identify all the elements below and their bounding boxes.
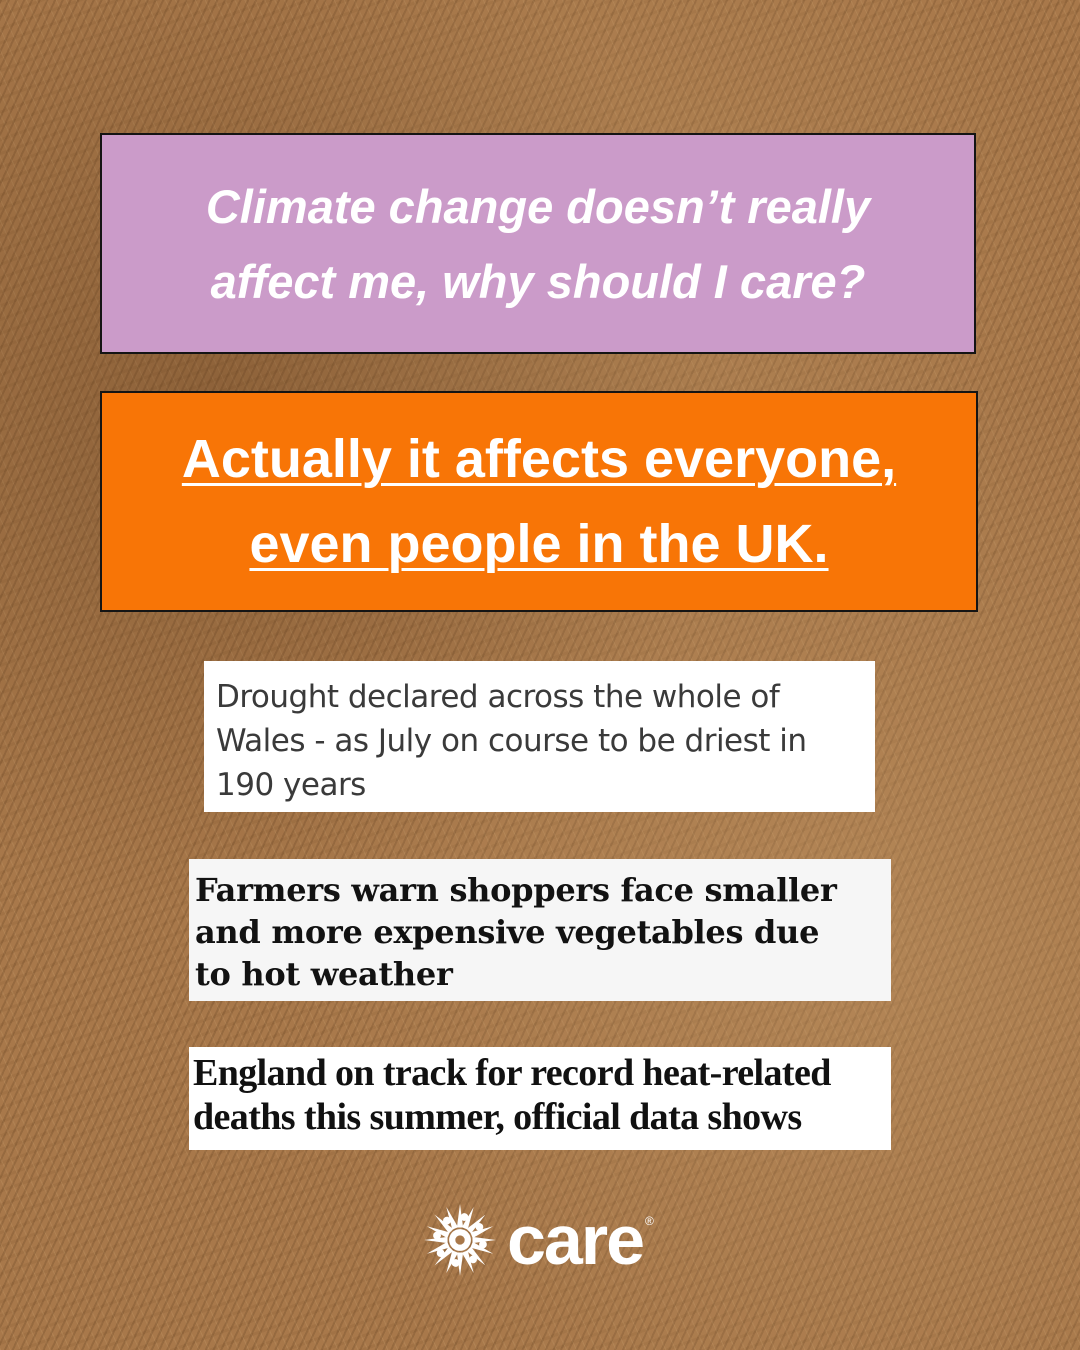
question-text: Climate change doesn’t really affect me,…	[206, 169, 870, 319]
headline-line: Farmers warn shoppers face smaller	[195, 871, 837, 909]
answer-line-2: even people in the UK.	[249, 513, 829, 574]
answer-line-1: Actually it affects everyone,	[181, 428, 897, 489]
headline-line: deaths this summer, official data shows	[193, 1096, 802, 1138]
headline-line: 190 years	[216, 767, 366, 803]
headline-line: and more expensive vegetables due	[195, 913, 820, 951]
headline-line: England on track for record heat-related	[193, 1052, 831, 1094]
question-line-2: affect me, why should I care?	[210, 254, 866, 308]
headline-line: to hot weather	[195, 955, 453, 993]
question-line-1: Climate change doesn’t really	[205, 179, 871, 233]
care-wordmark: care	[507, 1201, 645, 1279]
news-headline-vegetables: Farmers warn shoppers face smaller and m…	[189, 859, 891, 1001]
registered-mark: ®	[645, 1214, 654, 1228]
headline-line: Drought declared across the whole of	[216, 679, 780, 715]
news-headline-drought: Drought declared across the whole of Wal…	[204, 661, 875, 812]
answer-text: Actually it affects everyone, even peopl…	[182, 417, 896, 587]
care-starburst-icon	[424, 1204, 496, 1276]
answer-callout: Actually it affects everyone, even peopl…	[100, 391, 978, 612]
news-headline-heat-deaths: England on track for record heat-related…	[189, 1047, 891, 1150]
headline-line: Wales - as July on course to be driest i…	[216, 723, 807, 759]
care-logo: care ®	[421, 1200, 654, 1280]
question-callout: Climate change doesn’t really affect me,…	[100, 133, 976, 354]
